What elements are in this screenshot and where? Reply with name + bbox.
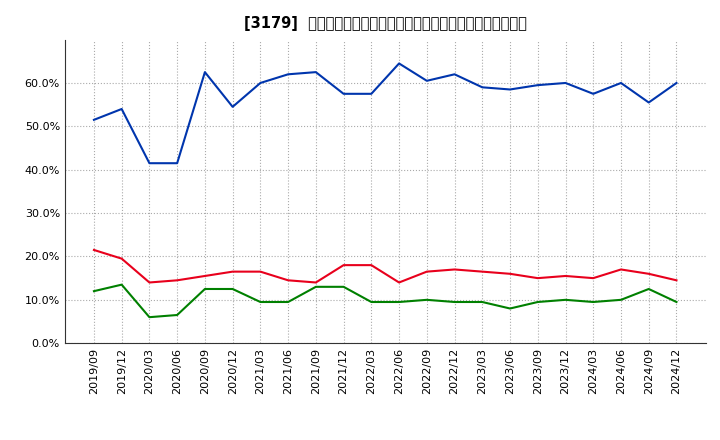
売上債権 [589,275,598,281]
在庫 [201,70,210,75]
売上債権 [616,267,625,272]
売上債権 [117,256,126,261]
売上債権 [644,271,653,276]
売上債権 [145,280,154,285]
売上債権 [534,275,542,281]
在庫 [534,82,542,88]
売上債権 [228,269,237,274]
売上債権 [672,278,681,283]
在庫 [505,87,514,92]
買入債務 [505,306,514,311]
買入債務 [644,286,653,292]
Line: 買入債務: 買入債務 [94,285,677,317]
在庫 [284,72,292,77]
売上債権 [450,267,459,272]
売上債権 [339,263,348,268]
Title: [3179]  売上債権、在庫、買入債務の総資産に対する比率の推移: [3179] 売上債権、在庫、買入債務の総資産に対する比率の推移 [244,16,526,32]
買入債務 [561,297,570,302]
買入債務 [173,312,181,318]
買入債務 [616,297,625,302]
売上債権 [505,271,514,276]
買入債務 [201,286,210,292]
買入債務 [117,282,126,287]
買入債務 [89,289,98,294]
在庫 [173,161,181,166]
買入債務 [589,299,598,304]
買入債務 [284,299,292,304]
買入債務 [672,299,681,304]
売上債権 [367,263,376,268]
買入債務 [256,299,265,304]
在庫 [256,81,265,86]
在庫 [478,84,487,90]
在庫 [312,70,320,75]
在庫 [228,104,237,110]
買入債務 [145,315,154,320]
買入債務 [228,286,237,292]
在庫 [672,81,681,86]
Line: 売上債権: 売上債権 [94,250,677,282]
売上債権 [284,278,292,283]
在庫 [616,81,625,86]
在庫 [367,91,376,96]
在庫 [644,100,653,105]
在庫 [117,106,126,112]
売上債権 [201,273,210,279]
買入債務 [534,299,542,304]
Line: 在庫: 在庫 [94,63,677,163]
売上債権 [312,280,320,285]
売上債権 [256,269,265,274]
在庫 [395,61,403,66]
買入債務 [450,299,459,304]
在庫 [89,117,98,122]
在庫 [589,91,598,96]
売上債権 [395,280,403,285]
在庫 [423,78,431,84]
売上債権 [561,273,570,279]
在庫 [450,72,459,77]
売上債権 [423,269,431,274]
買入債務 [395,299,403,304]
買入債務 [339,284,348,290]
売上債権 [478,269,487,274]
在庫 [561,81,570,86]
買入債務 [423,297,431,302]
買入債務 [312,284,320,290]
買入債務 [478,299,487,304]
売上債権 [173,278,181,283]
売上債権 [89,247,98,253]
買入債務 [367,299,376,304]
在庫 [145,161,154,166]
在庫 [339,91,348,96]
